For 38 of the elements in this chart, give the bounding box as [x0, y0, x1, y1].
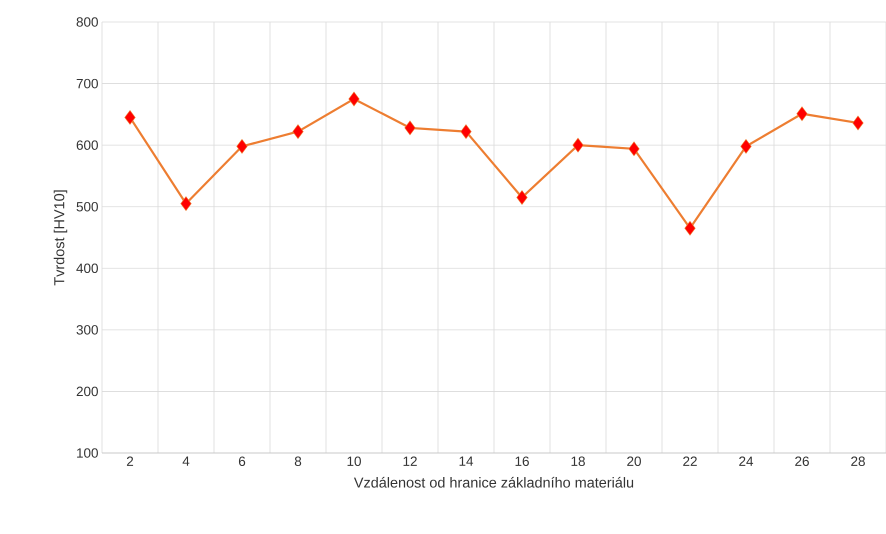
point — [236, 139, 248, 154]
x-tick-label: 28 — [851, 456, 865, 466]
y-tick-label: 700 — [76, 78, 98, 88]
x-tick-label: 4 — [182, 456, 190, 466]
x-tick-label: 2 — [126, 456, 134, 466]
point — [740, 139, 752, 154]
y-tick-label: 300 — [76, 325, 98, 335]
point — [404, 120, 416, 136]
point — [684, 220, 696, 236]
point — [348, 92, 360, 106]
x-tick-label: 12 — [404, 456, 417, 466]
point — [460, 124, 472, 139]
x-tick-label: 10 — [348, 456, 361, 466]
x-tick-label: 18 — [572, 456, 585, 466]
point — [628, 142, 640, 156]
x-tick-label: 20 — [627, 456, 641, 466]
point — [852, 116, 864, 130]
point — [516, 190, 528, 205]
point — [572, 138, 584, 152]
y-tick-label: 600 — [76, 140, 98, 150]
x-tick-label: 8 — [294, 456, 302, 466]
x-tick-label: 24 — [739, 456, 754, 466]
x-axis-title: Vzdálenost od hranice základního materiálu — [354, 476, 634, 488]
point — [796, 106, 808, 122]
point — [180, 196, 192, 211]
x-tick-label: 22 — [683, 456, 697, 466]
x-tick-label: 26 — [795, 456, 809, 466]
y-tick-label: 800 — [76, 17, 98, 27]
x-tick-label: 16 — [516, 456, 529, 466]
y-tick-label: 500 — [76, 202, 98, 212]
point — [124, 110, 136, 125]
y-tick-label: 100 — [77, 448, 98, 458]
x-tick-label: 6 — [238, 456, 246, 466]
y-axis-title: Tvrdost [HV10] — [54, 190, 68, 286]
y-tick-label: 400 — [76, 264, 98, 274]
point — [292, 124, 304, 139]
x-tick-label: 14 — [460, 456, 474, 466]
y-tick-label: 200 — [76, 386, 98, 396]
